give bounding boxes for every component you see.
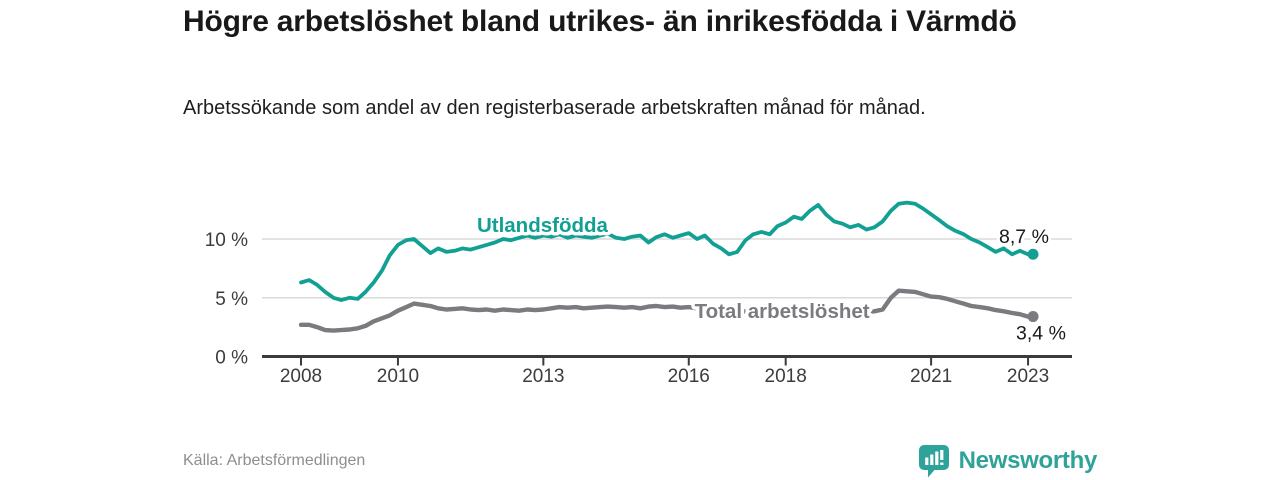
newsworthy-logo: Newsworthy: [918, 444, 1097, 478]
source-text: Källa: Arbetsförmedlingen: [183, 452, 366, 469]
total-arbetsloshet-line: [298, 288, 1031, 333]
x-tick-label: 2013: [522, 366, 564, 387]
y-tick-label: 0 %: [215, 348, 248, 369]
series-end-dot: [1027, 311, 1039, 323]
brand-name: Newsworthy: [958, 447, 1098, 474]
x-tick-label: 2008: [280, 366, 322, 387]
utlandsfodda-line: [299, 200, 1030, 303]
y-tick-label: 5 %: [215, 289, 248, 310]
series-label: Total arbetslöshet: [695, 300, 870, 323]
y-tick-label: 10 %: [205, 230, 248, 251]
newsworthy-bubble-chart-icon: [918, 445, 949, 478]
x-tick-label: 2010: [377, 366, 419, 387]
value-label: 8,7 %: [999, 226, 1049, 248]
value-label: 3,4 %: [1016, 323, 1066, 345]
x-tick-label: 2018: [765, 366, 807, 387]
chart-subtitle: Arbetssökande som andel av den registerb…: [183, 97, 926, 119]
series-label: Utlandsfödda: [477, 214, 609, 237]
chart-title: Högre arbetslöshet bland utrikes- än inr…: [183, 5, 1017, 38]
x-tick-label: 2023: [1007, 366, 1049, 387]
x-tick-label: 2016: [668, 366, 710, 387]
x-tick-label: 2021: [910, 366, 952, 387]
series-end-dot: [1027, 248, 1039, 260]
